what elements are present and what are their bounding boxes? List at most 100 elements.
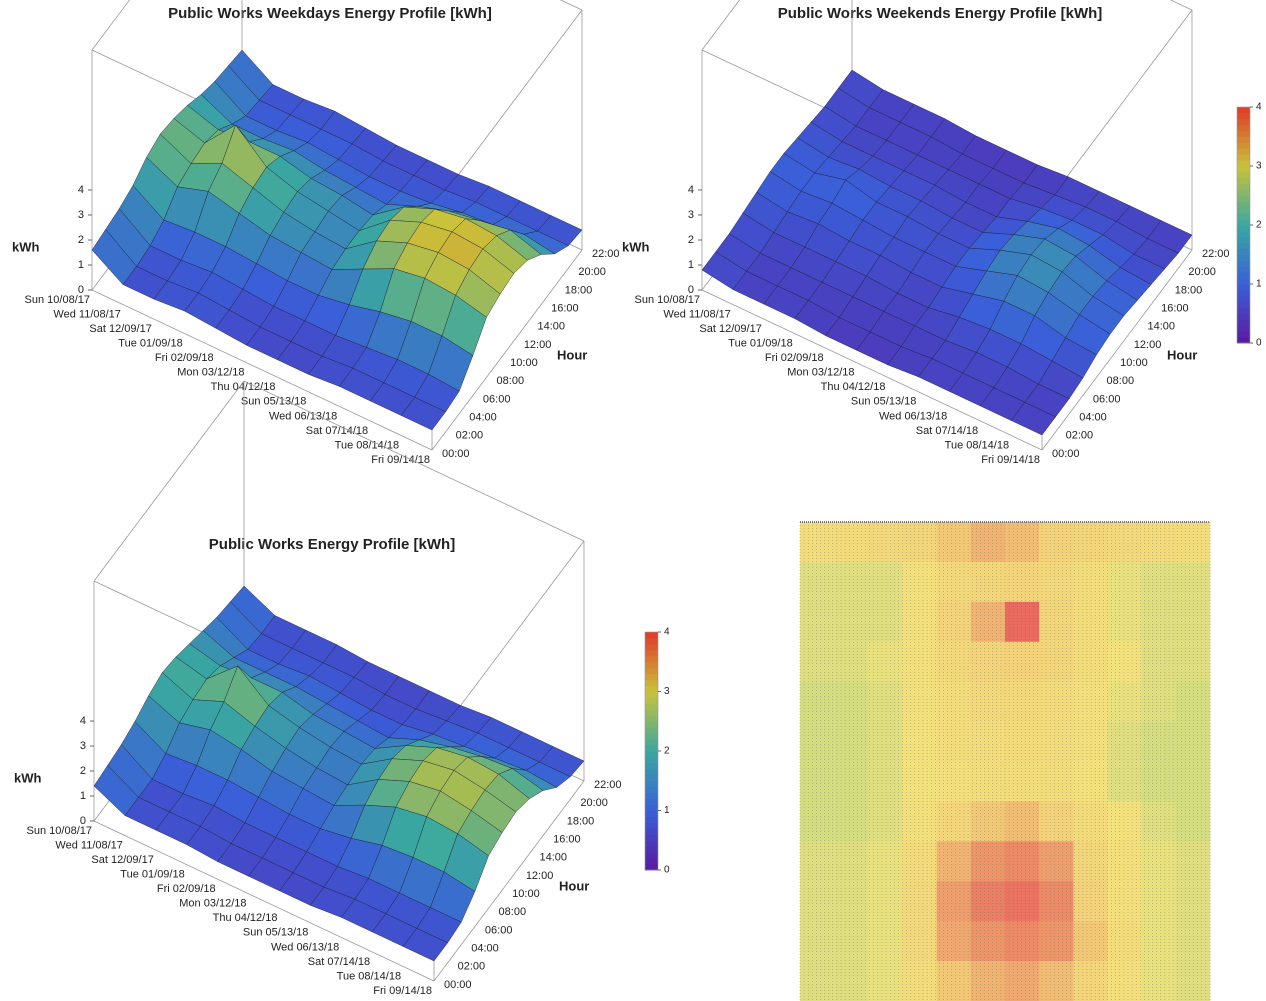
heatmap-cell: [902, 601, 937, 643]
heatmap-cell: [902, 641, 937, 682]
y-tick-label: 04:00: [469, 412, 497, 424]
box-edge: [701, 0, 740, 51]
x-tick-label: Tue 08/14/18: [337, 970, 401, 982]
heatmap-cell: [1175, 561, 1211, 603]
x-tick-label: Fri 09/14/18: [373, 985, 432, 997]
heatmap-cell: [1073, 721, 1108, 762]
heatmap-cell: [1039, 522, 1074, 563]
heatmap-cell: [800, 761, 835, 802]
colorbar-tick-label: 3: [664, 686, 670, 697]
x-tick-label: Fri 09/14/18: [371, 454, 430, 466]
heatmap-cell: [868, 841, 903, 882]
z-tick-label: 3: [78, 209, 84, 221]
colorbar-segment: [645, 721, 658, 728]
y-tick-label: 16:00: [551, 302, 579, 314]
colorbar-segment: [645, 649, 658, 657]
heatmap-cell: [1175, 881, 1211, 922]
heatmap-cell: [834, 561, 869, 603]
colorbar-segment: [1237, 289, 1250, 297]
heatmap-cell: [1175, 761, 1211, 802]
box-edge: [701, 289, 1043, 451]
y-tick-label: 04:00: [471, 943, 499, 955]
colorbar-segment: [645, 858, 658, 865]
colorbar-segment: [1237, 124, 1250, 132]
heatmap-cell: [1005, 761, 1040, 802]
y-tick-label: 08:00: [1107, 375, 1135, 387]
heatmap-cell: [868, 681, 903, 722]
heatmap-cell: [1073, 841, 1108, 882]
colorbar-segment: [645, 715, 658, 722]
x-tick-label: Sat 07/14/18: [306, 425, 368, 437]
heatmap-cell: [1005, 801, 1040, 842]
y-tick-label: 00:00: [442, 448, 470, 460]
colorbar-segment: [1237, 278, 1250, 285]
colorbar-segment: [1237, 272, 1250, 279]
colorbar-segment: [1237, 236, 1250, 244]
heatmap-cell: [1005, 841, 1040, 882]
colorbar-tick-label: 2: [664, 746, 670, 757]
colorbar-segment: [1237, 171, 1250, 179]
colorbar-tick-label: 0: [664, 865, 670, 876]
heatmap-cell: [834, 721, 869, 762]
heatmap-cell: [1141, 841, 1177, 882]
colorbar-segment: [1237, 242, 1250, 250]
heatmap-cell: [1175, 681, 1211, 722]
heatmap-cell: [834, 801, 869, 842]
box-edge: [91, 0, 130, 51]
heatmap-cell: [1073, 761, 1108, 802]
colorbar-segment: [645, 852, 658, 859]
x-tick-label: Sun 05/13/18: [851, 396, 916, 408]
y-tick-label: 22:00: [594, 779, 622, 791]
heatmap-cell: [868, 761, 903, 802]
x-tick-label: Tue 01/09/18: [728, 338, 792, 350]
colorbar-segment: [645, 661, 658, 669]
x-tick-label: Mon 03/12/18: [179, 898, 246, 910]
heatmap-cell: [936, 522, 972, 563]
heatmap-cell: [936, 801, 972, 842]
y-tick-label: 12:00: [524, 339, 552, 351]
x-tick-label: Wed 06/13/18: [271, 941, 339, 953]
heatmap-cell: [936, 841, 972, 882]
y-tick-label: 20:00: [578, 266, 606, 278]
heatmap-cell: [1141, 961, 1177, 1001]
heatmap-cell: [1107, 961, 1142, 1001]
x-tick-label: Sat 07/14/18: [308, 956, 370, 968]
heatmap-cell: [970, 961, 1006, 1001]
heatmap-cell: [1175, 601, 1211, 643]
colorbar-segment: [1237, 230, 1250, 238]
x-tick-label: Fri 02/09/18: [157, 883, 216, 895]
z-axis-label: kWh: [12, 239, 40, 254]
heatmap-cell: [1039, 881, 1074, 922]
colorbar-segment: [645, 697, 658, 704]
colorbar-segment: [1237, 307, 1250, 314]
colorbar-segment: [645, 751, 658, 758]
colorbar-segment: [1237, 177, 1250, 185]
y-tick-label: 18:00: [1175, 284, 1203, 296]
heatmap-cell: [834, 641, 869, 682]
colorbar-tick-label: 4: [1256, 102, 1262, 113]
x-tick-label: Wed 11/08/17: [663, 308, 730, 320]
x-tick-label: Wed 06/13/18: [269, 410, 337, 422]
heatmap-cell: [1141, 721, 1177, 762]
colorbar-segment: [1237, 260, 1250, 267]
heatmap-cell: [970, 881, 1006, 922]
heatmap-cell: [1175, 841, 1211, 882]
heatmap-cell: [970, 841, 1006, 882]
y-tick-label: 10:00: [512, 888, 540, 900]
colorbar-segment: [645, 804, 658, 811]
heatmap-cell: [868, 561, 903, 603]
y-axis-label: Hour: [559, 878, 589, 893]
x-tick-label: Sun 10/08/17: [635, 294, 700, 306]
colorbar-segment: [645, 667, 658, 675]
colorbar-segment: [1237, 284, 1250, 291]
heatmap-cell: [1073, 641, 1108, 682]
colorbar-segment: [645, 703, 658, 710]
heatmap-cell: [1175, 801, 1211, 842]
colorbar-segment: [1237, 301, 1250, 309]
colorbar-segment: [645, 762, 658, 770]
heatmap-cell: [1005, 641, 1040, 682]
heatmap-cell: [868, 961, 903, 1001]
box-edge: [91, 289, 433, 451]
heatmap-cell: [1141, 641, 1177, 682]
chart-title: Public Works Energy Profile [kWh]: [209, 536, 455, 553]
